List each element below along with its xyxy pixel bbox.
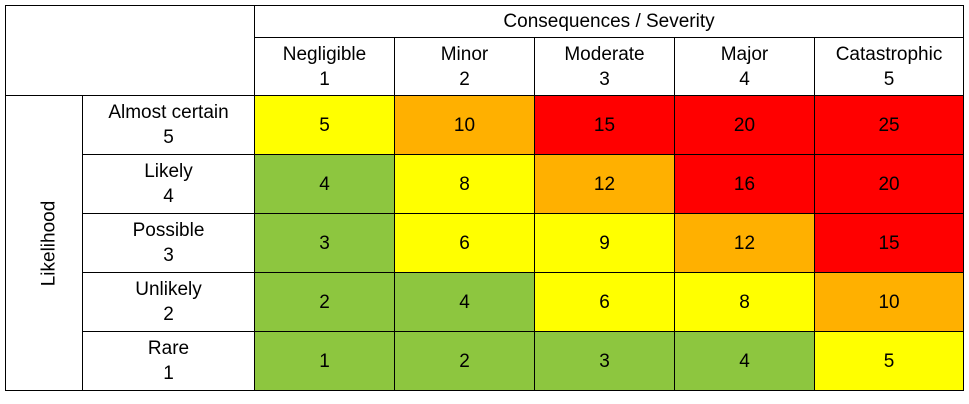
chart-title: Consequences / Severity (253, 5, 965, 38)
risk-cell: 16 (674, 154, 815, 214)
row-level: 4 (163, 186, 174, 207)
column-header-major: Major 4 (674, 37, 815, 96)
risk-cell: 6 (534, 272, 675, 332)
risk-cell: 4 (674, 331, 815, 391)
matrix-row: Likelihood Almost certain 5 5 10 15 20 25 (5, 95, 965, 391)
column-name: Catastrophic (835, 43, 943, 65)
risk-cell: 5 (813, 331, 965, 391)
column-level: 5 (883, 68, 895, 90)
risk-cell: 9 (534, 213, 675, 273)
column-header-minor: Minor 2 (394, 37, 535, 96)
column-header-catastrophic: Catastrophic 5 (813, 37, 965, 96)
risk-cell: 12 (674, 213, 815, 273)
risk-cell: 15 (813, 213, 965, 273)
column-level: 4 (739, 68, 750, 90)
column-header-negligible: Negligible 1 (254, 37, 395, 96)
matrix-row: Possible 3 3 6 9 12 15 (6, 213, 965, 273)
column-name: Minor (440, 43, 489, 65)
row-level: 3 (163, 245, 174, 266)
row-level: 5 (163, 127, 174, 148)
risk-cell: 1 (254, 331, 395, 391)
risk-cell: 10 (813, 272, 965, 332)
risk-cell: 20 (813, 154, 965, 214)
risk-cell: 2 (254, 272, 395, 332)
risk-cell: 25 (813, 95, 965, 155)
risk-cell: 15 (534, 95, 675, 155)
risk-cell: 10 (394, 95, 535, 155)
row-header-likely: Likely 4 (82, 154, 255, 214)
row-header-unlikely: Unlikely 2 (82, 272, 255, 332)
row-header-rare: Rare 1 (82, 331, 255, 391)
risk-cell: 3 (254, 213, 395, 273)
likelihood-axis-cell: Likelihood (5, 95, 83, 391)
row-header-possible: Possible 3 (82, 213, 255, 273)
matrix-row: Likely 4 4 8 12 16 20 (6, 154, 965, 214)
column-name: Major (720, 43, 769, 65)
risk-cell: 2 (394, 331, 535, 391)
risk-cell: 6 (394, 213, 535, 273)
risk-cell: 4 (394, 272, 535, 332)
column-level: 3 (599, 68, 610, 90)
risk-cell: 8 (394, 154, 535, 214)
row-header-almost-certain: Almost certain 5 (82, 95, 255, 155)
column-name: Negligible (282, 43, 367, 65)
matrix-row: Rare 1 1 2 3 4 5 (6, 331, 965, 391)
risk-cell: 3 (534, 331, 675, 391)
column-header-moderate: Moderate 3 (534, 37, 675, 96)
column-name: Moderate (564, 43, 645, 65)
risk-cell: 4 (254, 154, 395, 214)
row-name: Almost certain (108, 102, 229, 123)
row-level: 1 (163, 363, 174, 384)
risk-cell: 5 (254, 95, 395, 155)
row-name: Possible (132, 220, 205, 241)
risk-cell: 12 (534, 154, 675, 214)
risk-cell: 20 (674, 95, 815, 155)
risk-cell: 8 (674, 272, 815, 332)
column-level: 2 (459, 68, 470, 90)
row-name: Likely (144, 161, 193, 182)
row-name: Unlikely (135, 279, 202, 300)
matrix-row: Unlikely 2 2 4 6 8 10 (6, 272, 965, 332)
row-level: 2 (163, 304, 174, 325)
risk-matrix: Consequences / Severity Negligible 1 Minor… (5, 5, 965, 391)
y-axis-label: Likelihood (38, 200, 60, 286)
corner-cell (5, 5, 255, 96)
column-level: 1 (319, 68, 330, 90)
row-name: Rare (147, 338, 190, 359)
